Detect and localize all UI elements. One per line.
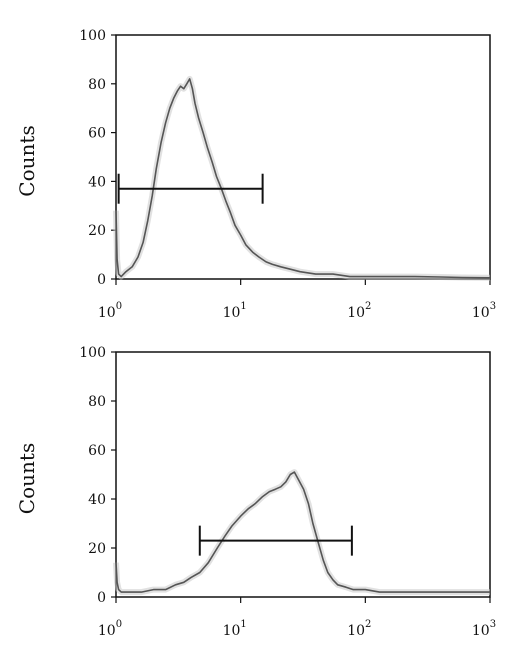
- plot-frame: [115, 34, 491, 280]
- y-axis-label: Counts: [15, 125, 39, 196]
- x-tick-base: 10: [347, 305, 365, 321]
- series-halo: [113, 75, 491, 281]
- x-tick-label: 103: [472, 619, 496, 639]
- x-tick-base: 10: [472, 623, 490, 639]
- y-tick-label: 80: [88, 77, 106, 93]
- x-tick-base: 10: [472, 305, 490, 321]
- x-tick-exponent: 0: [116, 619, 122, 630]
- x-tick-base: 10: [347, 623, 365, 639]
- y-axis-label: Counts: [15, 443, 39, 514]
- gate-marker: [198, 525, 353, 556]
- x-tick-label: 101: [223, 301, 247, 321]
- x-tick-exponent: 1: [240, 619, 246, 630]
- x-tick-exponent: 3: [490, 301, 496, 312]
- x-tick-label: 102: [347, 301, 371, 321]
- y-tick-label: 40: [88, 174, 106, 190]
- plot-frame: [115, 351, 491, 598]
- histogram-curve: [115, 78, 491, 279]
- x-tick-exponent: 2: [365, 619, 371, 630]
- histogram-curve: [115, 471, 490, 593]
- x-tick-label: 100: [98, 301, 122, 321]
- x-tick-label: 102: [347, 619, 371, 639]
- x-tick-base: 10: [223, 305, 241, 321]
- y-tick-label: 100: [79, 345, 106, 361]
- x-tick-label: 103: [472, 301, 496, 321]
- y-tick-label: 0: [97, 590, 106, 606]
- y-tick-label: 80: [88, 394, 106, 410]
- x-tick-exponent: 1: [240, 301, 246, 312]
- x-tick-base: 10: [98, 623, 116, 639]
- y-tick-label: 40: [88, 492, 106, 508]
- x-tick-base: 10: [223, 623, 241, 639]
- y-tick-label: 20: [88, 223, 106, 239]
- series-halo: [113, 469, 490, 596]
- x-tick-exponent: 3: [490, 619, 496, 630]
- x-tick-exponent: 0: [116, 301, 122, 312]
- y-tick-label: 0: [97, 272, 106, 288]
- x-tick-exponent: 2: [365, 301, 371, 312]
- gate-marker: [117, 173, 264, 204]
- y-tick-label: 100: [79, 28, 106, 44]
- x-tick-label: 101: [223, 619, 247, 639]
- y-tick-label: 60: [88, 126, 106, 142]
- y-tick-label: 60: [88, 443, 106, 459]
- y-tick-label: 20: [88, 541, 106, 557]
- x-tick-label: 100: [98, 619, 122, 639]
- x-tick-base: 10: [98, 305, 116, 321]
